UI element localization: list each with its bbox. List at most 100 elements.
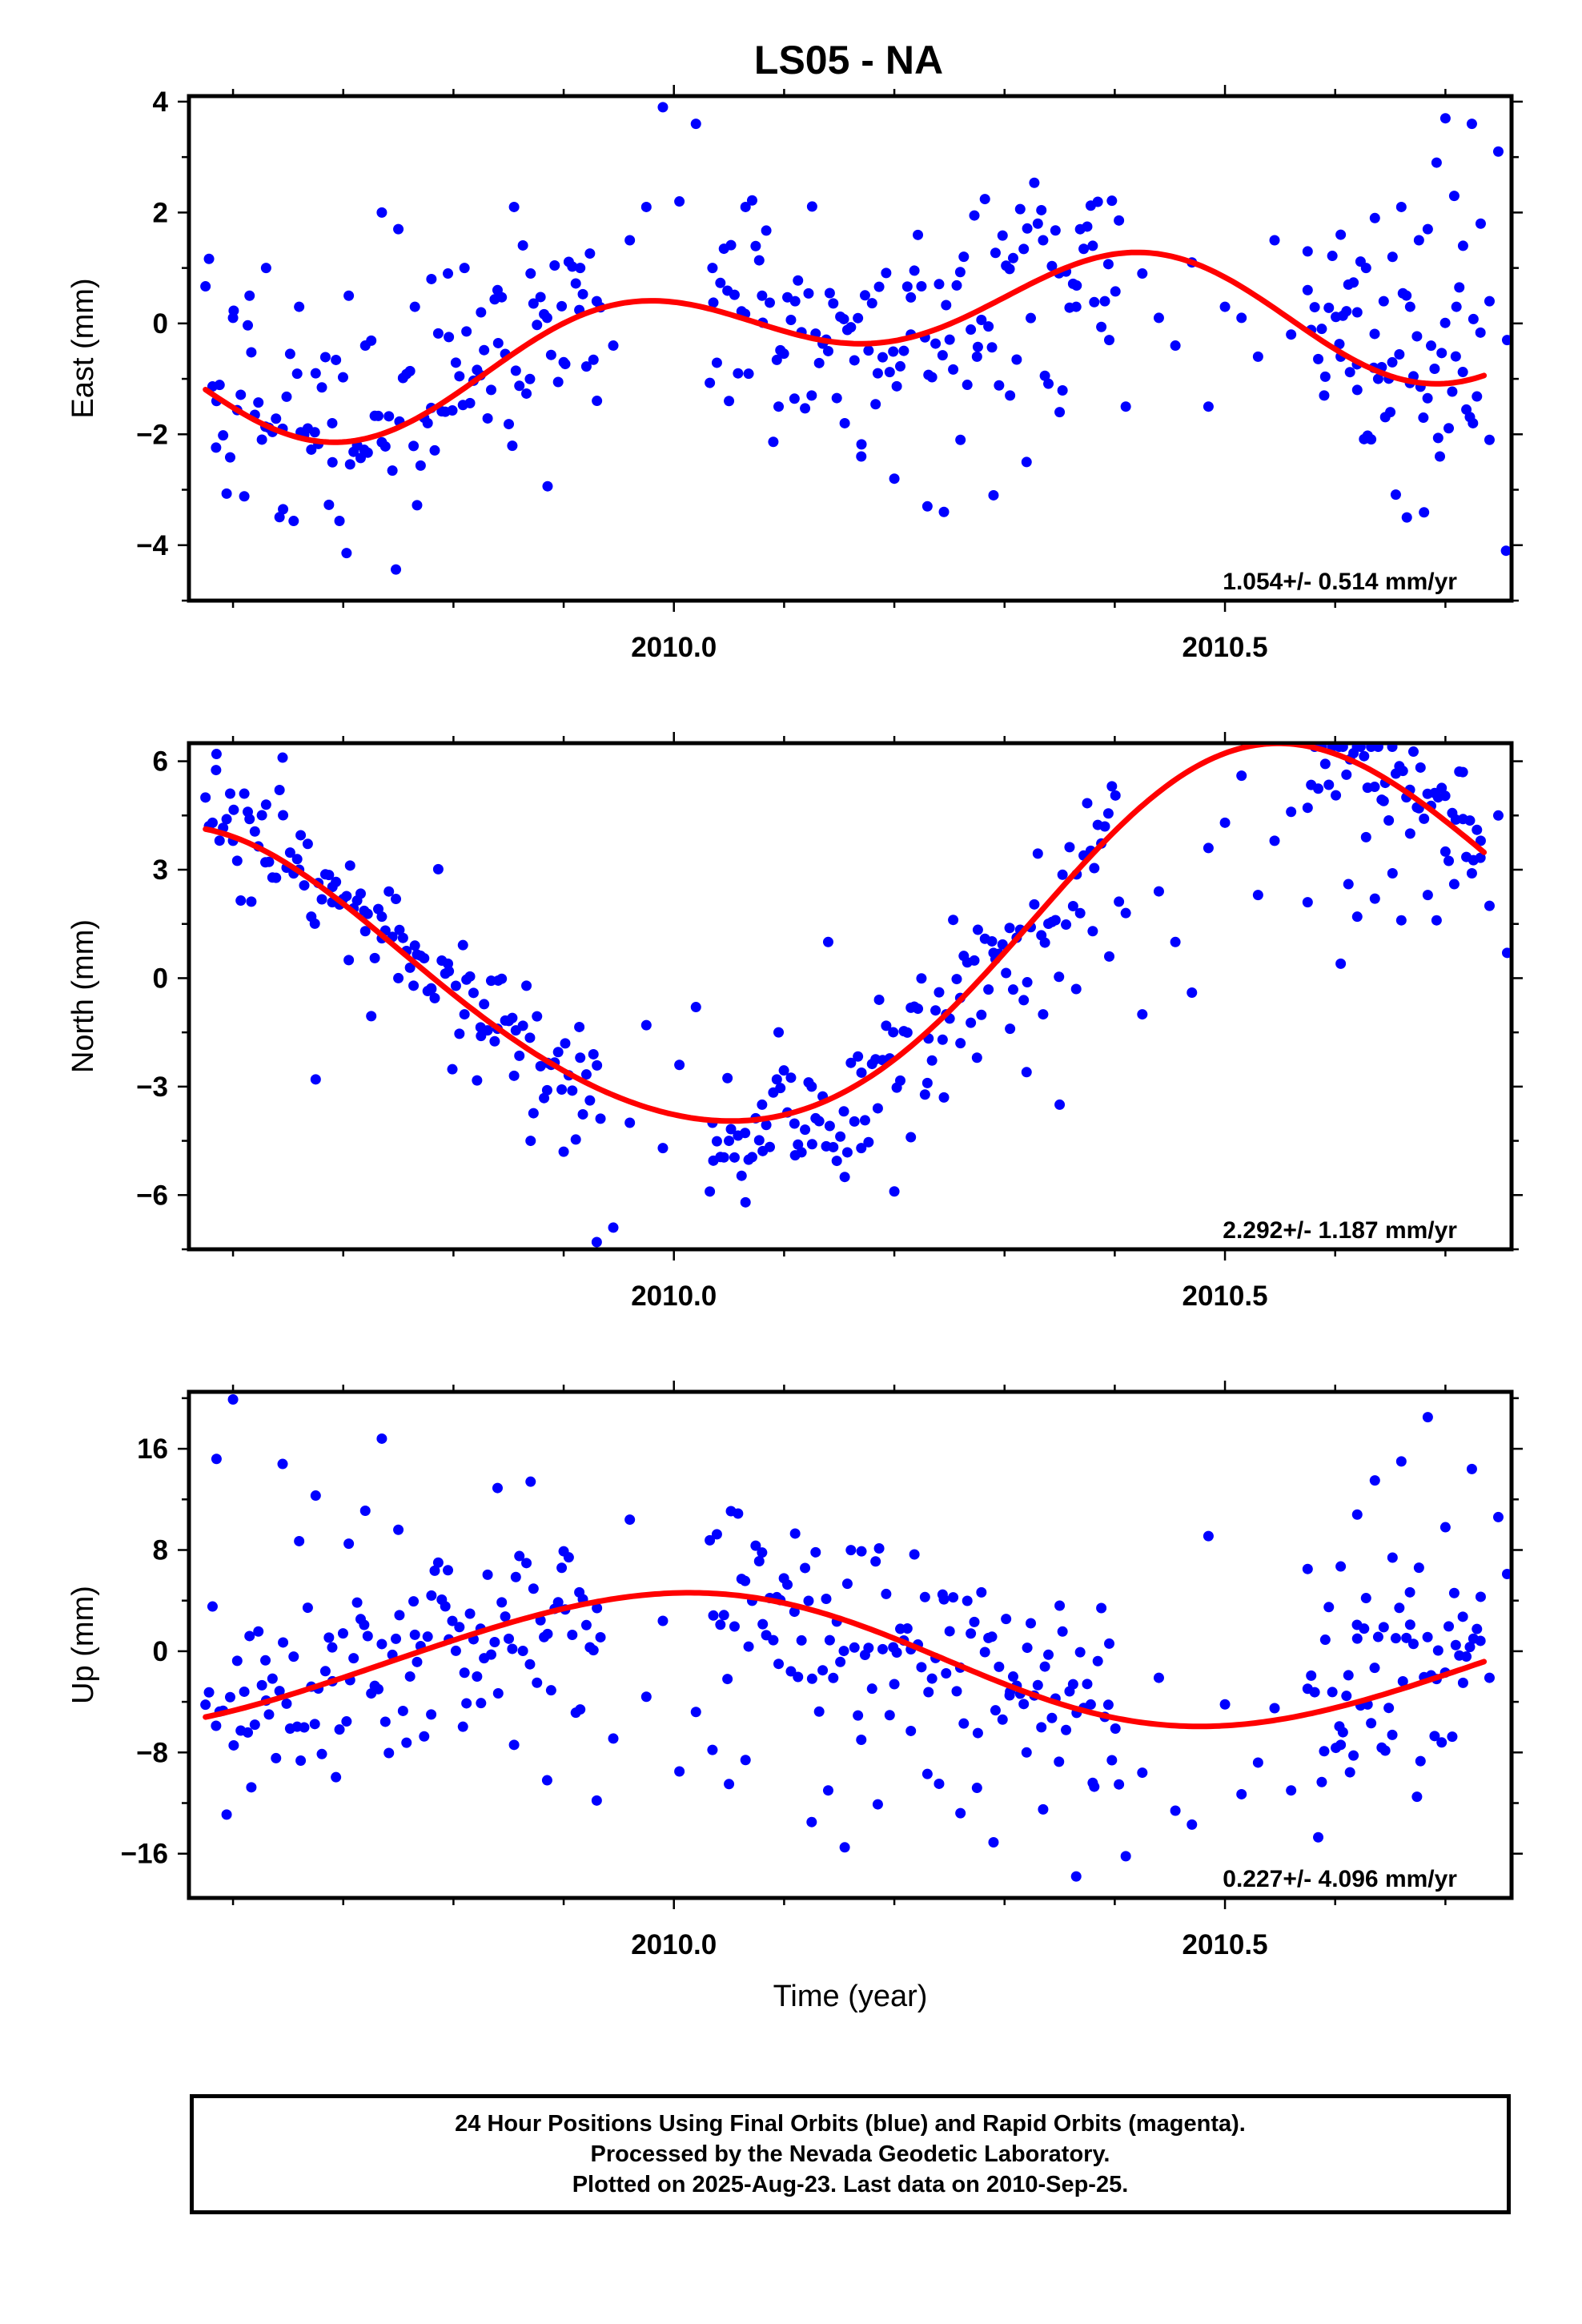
east-data-point xyxy=(549,260,560,271)
east-data-point xyxy=(1319,371,1331,382)
up-data-point xyxy=(1475,1591,1486,1602)
east-data-point xyxy=(588,354,599,365)
up-data-point xyxy=(923,1687,934,1698)
north-data-point xyxy=(1372,745,1383,753)
north-data-point xyxy=(574,1021,585,1032)
east-data-point xyxy=(972,341,983,352)
east-data-point xyxy=(941,300,952,311)
up-data-point xyxy=(1007,1671,1018,1683)
east-data-point xyxy=(1050,225,1061,236)
north-data-point xyxy=(1369,782,1380,793)
up-data-point xyxy=(1137,1767,1148,1779)
east-data-point xyxy=(800,403,811,414)
east-data-point xyxy=(793,275,804,286)
up-data-point xyxy=(1327,1687,1338,1698)
up-data-point xyxy=(1106,1755,1118,1766)
north-data-point xyxy=(1032,848,1043,859)
north-data-point xyxy=(291,854,303,865)
up-data-point xyxy=(1394,1602,1405,1614)
up-data-point xyxy=(1046,1712,1058,1723)
east-data-point xyxy=(803,287,814,299)
east-data-point xyxy=(1203,401,1214,412)
north-data-point xyxy=(1286,806,1297,818)
east-data-point xyxy=(828,298,839,309)
up-data-point xyxy=(743,1641,754,1652)
north-data-point xyxy=(1170,936,1181,947)
north-data-point xyxy=(1313,783,1324,794)
up-data-point xyxy=(1302,1563,1313,1574)
north-data-point xyxy=(1331,790,1342,801)
east-data-point xyxy=(260,263,271,274)
north-data-point xyxy=(1082,798,1093,809)
east-data-point xyxy=(1369,212,1380,223)
up-data-point xyxy=(500,1611,511,1622)
north-data-point xyxy=(1070,983,1082,995)
north-data-point xyxy=(1422,890,1433,901)
up-data-point xyxy=(1344,1767,1355,1778)
north-y-tick-label: −6 xyxy=(136,1180,168,1211)
north-data-point xyxy=(856,1067,867,1078)
east-data-point xyxy=(426,273,437,284)
east-data-point xyxy=(459,263,470,274)
north-data-point xyxy=(1064,842,1075,853)
north-data-point xyxy=(1501,947,1510,959)
north-data-point xyxy=(277,752,288,763)
up-data-point xyxy=(1448,1587,1460,1598)
north-data-point xyxy=(761,1120,772,1131)
panel-up: 2010.0 2010.5 16 8 0 −8 −16 Up (mm) Time (year) 0… xyxy=(66,1381,1523,2013)
up-data-point xyxy=(221,1809,232,1820)
east-data-point xyxy=(1372,373,1383,384)
east-data-point xyxy=(316,382,327,393)
east-data-point xyxy=(1378,296,1389,307)
up-data-point xyxy=(1036,1722,1047,1733)
up-data-point xyxy=(796,1634,807,1646)
up-data-point xyxy=(472,1671,483,1683)
up-data-point xyxy=(1001,1614,1012,1625)
east-data-point xyxy=(203,253,215,264)
up-data-point xyxy=(1387,1552,1398,1563)
east-data-point xyxy=(1422,223,1433,235)
north-data-point xyxy=(344,860,355,871)
east-data-point xyxy=(944,334,955,345)
east-data-point xyxy=(1005,390,1016,401)
east-data-point xyxy=(454,371,465,382)
panel-east: 2010.0 2010.5 4 2 0 −2 −4 East (mm) 1.054+/- 0.5… xyxy=(66,85,1523,663)
east-data-point xyxy=(334,516,345,527)
north-data-point xyxy=(295,830,307,841)
east-data-point xyxy=(1007,252,1018,263)
north-data-point xyxy=(278,810,289,821)
north-data-point xyxy=(1457,766,1468,778)
up-data-point xyxy=(545,1685,556,1696)
north-data-point xyxy=(813,1116,825,1127)
up-data-point xyxy=(1074,1647,1086,1658)
north-data-point xyxy=(1335,958,1347,969)
up-data-point xyxy=(881,1588,892,1599)
east-data-point xyxy=(373,410,384,421)
east-data-point xyxy=(870,399,881,410)
east-data-point xyxy=(1269,235,1280,246)
east-data-point xyxy=(591,296,602,307)
up-data-point xyxy=(757,1547,768,1558)
east-data-point xyxy=(214,380,225,391)
up-data-point xyxy=(715,1619,726,1630)
north-data-point xyxy=(740,1128,751,1139)
up-data-point xyxy=(1411,1791,1423,1803)
up-data-point xyxy=(309,1719,320,1730)
up-data-point xyxy=(1032,1679,1043,1691)
north-data-point xyxy=(1089,862,1100,874)
east-data-point xyxy=(853,312,864,324)
east-data-point xyxy=(235,389,247,400)
east-y-tick-label: 4 xyxy=(153,86,169,118)
east-data-point xyxy=(274,512,285,523)
up-data-point xyxy=(1466,1463,1477,1474)
east-data-point xyxy=(785,315,797,326)
north-data-point xyxy=(1219,817,1231,828)
east-data-point xyxy=(239,491,250,502)
east-data-point xyxy=(674,196,685,207)
up-data-point xyxy=(926,1673,938,1684)
east-data-point xyxy=(278,504,289,515)
east-data-point xyxy=(1070,301,1082,312)
north-data-point xyxy=(1378,795,1389,806)
north-data-point xyxy=(343,955,355,966)
up-data-point xyxy=(1082,1679,1093,1690)
